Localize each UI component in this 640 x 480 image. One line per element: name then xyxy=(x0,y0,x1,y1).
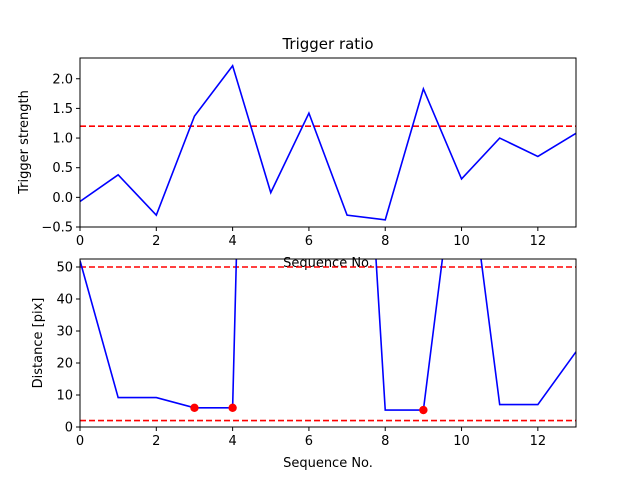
x-tick-label: 8 xyxy=(381,234,389,249)
y-tick-label: 0.5 xyxy=(52,161,73,176)
data-point-marker xyxy=(190,403,199,412)
y-tick: 1.5 xyxy=(52,102,80,117)
x-tick-label: 8 xyxy=(381,434,389,449)
x-tick-label: 12 xyxy=(530,234,547,249)
x-axis-label: Sequence No. xyxy=(283,456,373,471)
y-axis-label: Trigger strength xyxy=(17,90,32,195)
y-tick: 40 xyxy=(56,293,80,308)
y-tick: 0.5 xyxy=(52,161,80,176)
plot-content xyxy=(80,259,576,422)
y-tick: 20 xyxy=(56,357,80,372)
y-tick-label: 10 xyxy=(56,389,73,404)
y-axis-label: Distance [pix] xyxy=(31,298,46,389)
x-tick: 4 xyxy=(228,427,237,449)
series-line xyxy=(80,259,576,411)
x-tick-label: 0 xyxy=(76,434,84,449)
x-tick-label: 10 xyxy=(453,234,470,249)
y-tick: 10 xyxy=(56,389,80,404)
plot-area: 0 2 4 6 8 10 12 0 10 20 30 40 50 xyxy=(56,258,577,449)
plot-content xyxy=(80,63,576,221)
x-tick: 0 xyxy=(76,227,84,249)
axes-frame xyxy=(79,258,577,428)
x-tick-label: 6 xyxy=(305,234,313,249)
y-tick-label: 0.0 xyxy=(52,191,73,206)
y-tick-label: 20 xyxy=(56,357,73,372)
x-tick: 4 xyxy=(228,227,237,249)
y-tick-label: −0.5 xyxy=(41,221,73,236)
x-tick: 8 xyxy=(381,227,389,249)
x-tick: 10 xyxy=(453,227,470,249)
y-tick: 1.0 xyxy=(52,132,80,147)
x-tick-label: 4 xyxy=(228,234,236,249)
x-tick: 0 xyxy=(76,427,84,449)
x-tick-label: 2 xyxy=(152,234,160,249)
x-tick-label: 2 xyxy=(152,434,160,449)
data-point-marker xyxy=(228,403,237,412)
y-tick-label: 2.0 xyxy=(52,72,73,87)
chart-title: Trigger ratio xyxy=(281,35,373,53)
x-tick: 2 xyxy=(152,427,160,449)
data-point-marker xyxy=(419,405,428,415)
x-tick: 12 xyxy=(530,427,547,449)
y-tick: 2.0 xyxy=(52,72,80,87)
series-line xyxy=(80,63,576,221)
y-tick: −0.5 xyxy=(41,221,80,236)
y-tick-label: 0 xyxy=(65,421,73,436)
x-tick: 6 xyxy=(305,227,313,249)
y-tick: 50 xyxy=(56,261,80,276)
x-tick-label: 0 xyxy=(76,234,84,249)
x-tick: 10 xyxy=(453,427,470,449)
y-tick: 30 xyxy=(56,325,80,340)
y-tick: 0.0 xyxy=(52,191,80,206)
x-tick-label: 6 xyxy=(305,434,313,449)
plot-area: 0 2 4 6 8 10 12 −0.5 0.0 0.5 1.0 1.5 2.0 xyxy=(41,57,577,249)
y-tick-label: 30 xyxy=(56,325,73,340)
axes-frame xyxy=(79,57,577,228)
trigger-ratio-chart: Trigger ratio Trigger strength Sequence … xyxy=(17,35,577,271)
y-tick-label: 40 xyxy=(56,293,73,308)
x-tick: 2 xyxy=(152,227,160,249)
x-tick: 6 xyxy=(305,427,313,449)
y-tick-label: 50 xyxy=(56,261,73,276)
y-tick-label: 1.0 xyxy=(52,132,73,147)
x-tick: 8 xyxy=(381,427,389,449)
y-tick: 0 xyxy=(65,421,80,436)
x-tick-label: 4 xyxy=(228,434,236,449)
x-axis-label: Sequence No. xyxy=(283,256,373,271)
distance-chart: Distance [pix] Sequence No. 0 2 4 6 8 10 12 0 10… xyxy=(31,258,577,471)
x-tick-label: 12 xyxy=(530,434,547,449)
x-tick-label: 10 xyxy=(453,434,470,449)
y-tick-label: 1.5 xyxy=(52,102,73,117)
x-tick: 12 xyxy=(530,227,547,249)
